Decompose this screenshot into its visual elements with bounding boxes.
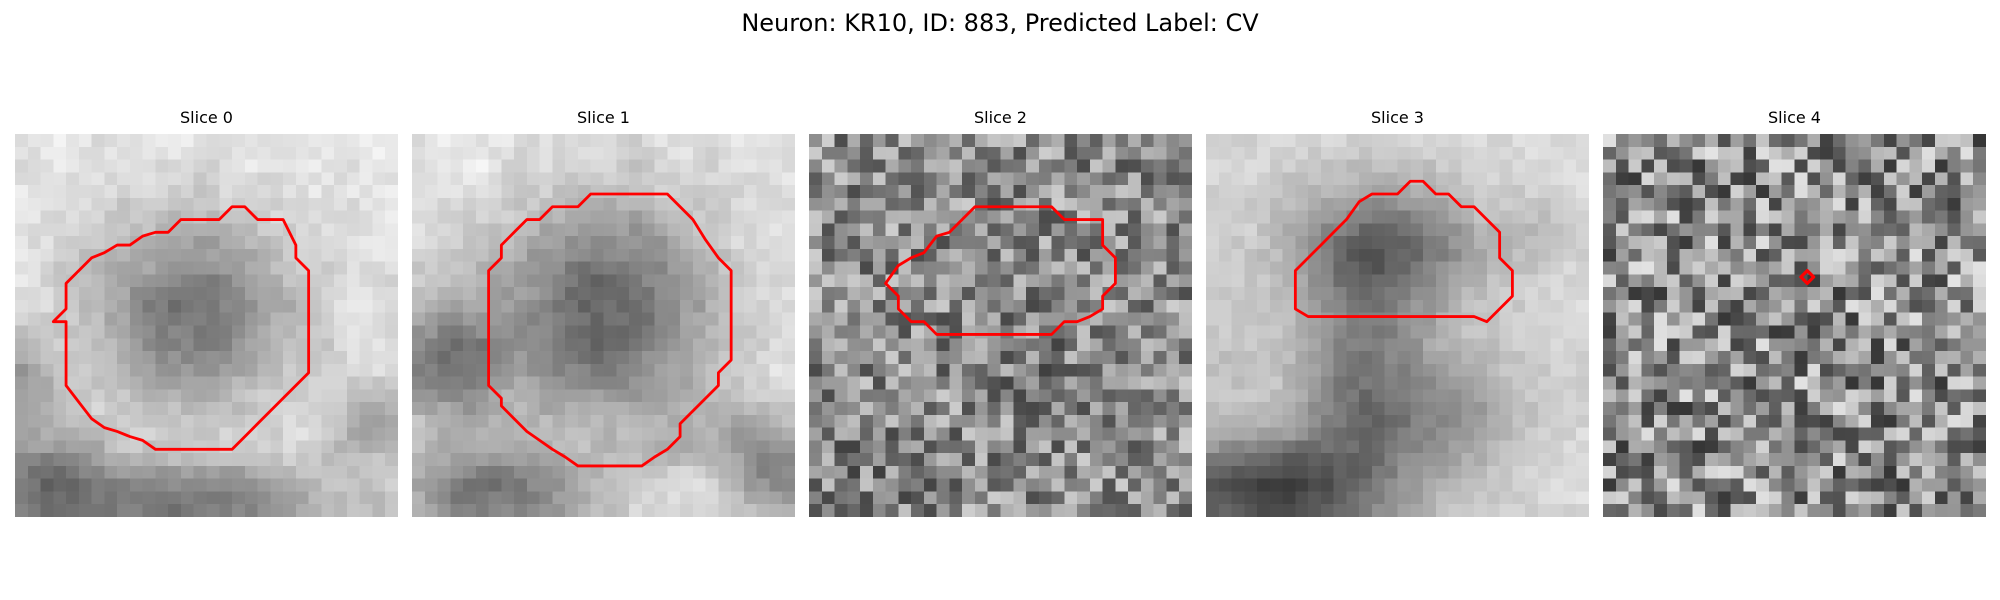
slice-title-3: Slice 3 (1371, 108, 1424, 127)
slice-title-4: Slice 4 (1768, 108, 1821, 127)
slice-title-2: Slice 2 (974, 108, 1027, 127)
roi-contour-2 (884, 205, 1117, 336)
slice-panel-1: Slice 1 (412, 108, 795, 520)
roi-contour-3 (1293, 179, 1514, 324)
slice-image-2 (809, 134, 1192, 517)
slice-title-0: Slice 0 (180, 108, 233, 127)
roi-contour-0 (51, 205, 311, 451)
slice-image-1 (412, 134, 795, 517)
slice-panel-0: Slice 0 (15, 108, 398, 520)
slice-panel-2: Slice 2 (809, 108, 1192, 520)
figure-title: Neuron: KR10, ID: 883, Predicted Label: … (741, 9, 1259, 37)
slice-panel-3: Slice 3 (1206, 108, 1589, 520)
slice-image-0 (15, 134, 398, 517)
slice-image-3 (1206, 134, 1589, 517)
slice-title-1: Slice 1 (577, 108, 630, 127)
slice-panel-4: Slice 4 (1603, 108, 1986, 520)
roi-contour-1 (487, 192, 733, 468)
slice-image-4 (1603, 134, 1986, 517)
roi-contour-4 (1799, 269, 1816, 285)
